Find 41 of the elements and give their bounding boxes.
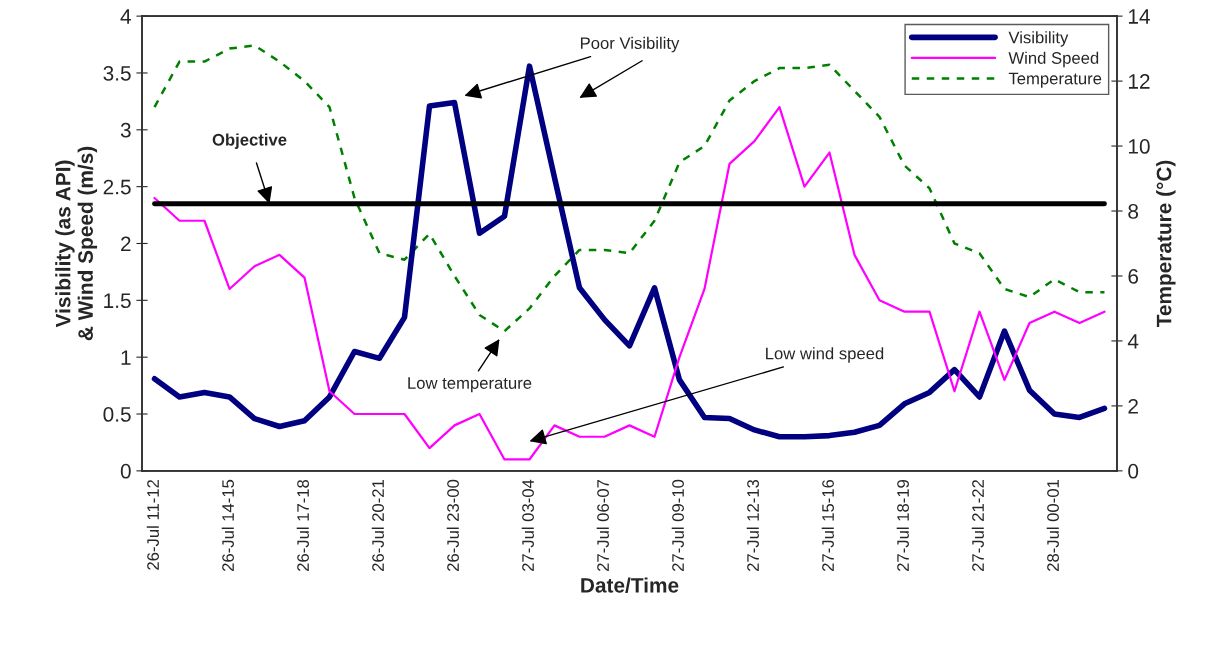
y-tick-label: 0 xyxy=(120,463,131,479)
y-axis-title: Visibility (as API) & Wind Speed (m/s) xyxy=(55,146,98,341)
y-tick-label: 3.5 xyxy=(103,65,131,81)
y2-tick-label: 12 xyxy=(1128,74,1150,89)
y2-tick-label: 0 xyxy=(1128,463,1139,479)
x-tick-label: 27-Jul 21-22 xyxy=(971,480,984,571)
y-tick-label: 2 xyxy=(121,236,131,252)
y-tick-label: 1.5 xyxy=(104,293,131,309)
legend-label: Temperature xyxy=(1008,72,1102,88)
x-tick-label: 27-Jul 12-13 xyxy=(746,479,759,571)
legend-label: Visibility xyxy=(1008,31,1069,47)
y2-tick-label: 8 xyxy=(1128,204,1139,219)
y-tick-label: 0.5 xyxy=(103,407,131,422)
x-tick-label: 26-Jul 23-00 xyxy=(446,479,459,571)
x-tick-label: 27-Jul 15-16 xyxy=(821,479,834,571)
y2-tick-label: 4 xyxy=(1127,334,1139,349)
x-tick-label: 26-Jul 14-15 xyxy=(221,479,234,571)
x-tick-label: 26-Jul 20-21 xyxy=(371,479,384,571)
y-tick-label: 3 xyxy=(120,122,131,138)
y2-tick-label: 2 xyxy=(1128,398,1138,414)
y2-tick-label: 14 xyxy=(1128,9,1150,24)
x-axis-title: Date/Time xyxy=(581,577,679,593)
y-tick-label: 1 xyxy=(121,350,131,365)
y2-tick-label: 6 xyxy=(1128,268,1139,284)
x-tick-label: 26-Jul 17-18 xyxy=(296,479,309,571)
x-tick-label: 27-Jul 09-10 xyxy=(671,479,684,571)
legend-label: Wind Speed xyxy=(1008,51,1099,68)
line-series xyxy=(153,105,1106,461)
y-tick-label: 4 xyxy=(120,9,131,24)
x-tick-label: 27-Jul 18-19 xyxy=(896,479,909,571)
x-tick-label: 27-Jul 03-04 xyxy=(521,479,534,571)
y2-tick-label: 10 xyxy=(1128,139,1150,154)
y-tick-label: 2.5 xyxy=(103,179,131,195)
x-tick-label: 27-Jul 06-07 xyxy=(596,480,609,571)
y2-axis-title: Temperature (°C) xyxy=(1156,160,1176,328)
ref-line-label: Objective xyxy=(212,133,287,149)
x-tick-label: 26-Jul 11-12 xyxy=(146,480,159,570)
annotation: Low wind speed xyxy=(766,347,884,363)
annotation: Poor Visibility xyxy=(580,36,680,53)
x-tick-label: 28-Jul 00-01 xyxy=(1046,479,1059,571)
annotation: Low temperature xyxy=(408,377,532,393)
